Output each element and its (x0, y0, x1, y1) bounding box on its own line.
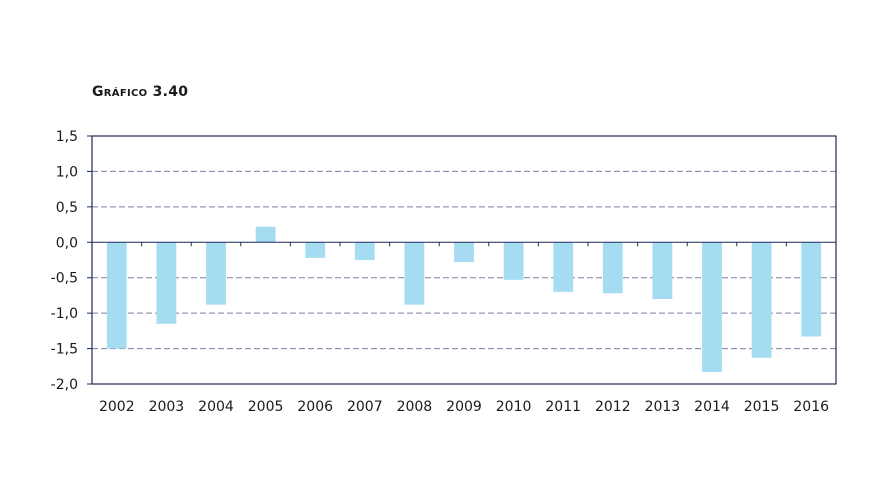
bar (156, 242, 177, 324)
x-tick-label: 2008 (397, 399, 433, 415)
bar (206, 242, 226, 305)
x-tick-label: 2009 (446, 399, 482, 415)
chart-title: Gráfico 3.40 (92, 84, 189, 100)
bar (354, 242, 375, 260)
x-tick-label: 2004 (198, 399, 234, 415)
x-tick-label: 2015 (744, 399, 780, 415)
x-tick-label: 2016 (793, 399, 829, 415)
bar (255, 226, 276, 243)
bar (602, 242, 623, 294)
x-tick-label: 2007 (347, 399, 383, 415)
bar (702, 242, 722, 372)
x-tick-label: 2002 (99, 399, 135, 415)
bar (454, 242, 474, 263)
y-tick-label: 0,0 (56, 235, 78, 251)
x-tick-label: 2014 (694, 399, 730, 415)
y-tick-label: -2,0 (51, 377, 78, 393)
bar (751, 242, 772, 358)
x-tick-label: 2005 (248, 399, 284, 415)
y-tick-label: -1,5 (51, 342, 78, 358)
y-tick-label: 1,0 (56, 164, 78, 180)
x-tick-label: 2003 (149, 399, 185, 415)
y-tick-label: 0,5 (56, 200, 78, 216)
x-tick-label: 2011 (545, 399, 581, 415)
bar (503, 242, 524, 280)
bar (106, 242, 127, 349)
y-tick-label: 1,5 (56, 129, 78, 145)
bar (404, 242, 425, 305)
y-tick-label: -0,5 (51, 271, 78, 287)
bar (801, 242, 822, 337)
x-tick-label: 2013 (645, 399, 681, 415)
plot-frame (91, 135, 837, 385)
bar (652, 242, 673, 299)
bar (553, 242, 574, 292)
y-tick-label: -1,0 (51, 306, 78, 322)
x-tick-label: 2010 (496, 399, 532, 415)
bar (305, 242, 326, 258)
x-tick-label: 2012 (595, 399, 631, 415)
x-tick-label: 2006 (297, 399, 333, 415)
